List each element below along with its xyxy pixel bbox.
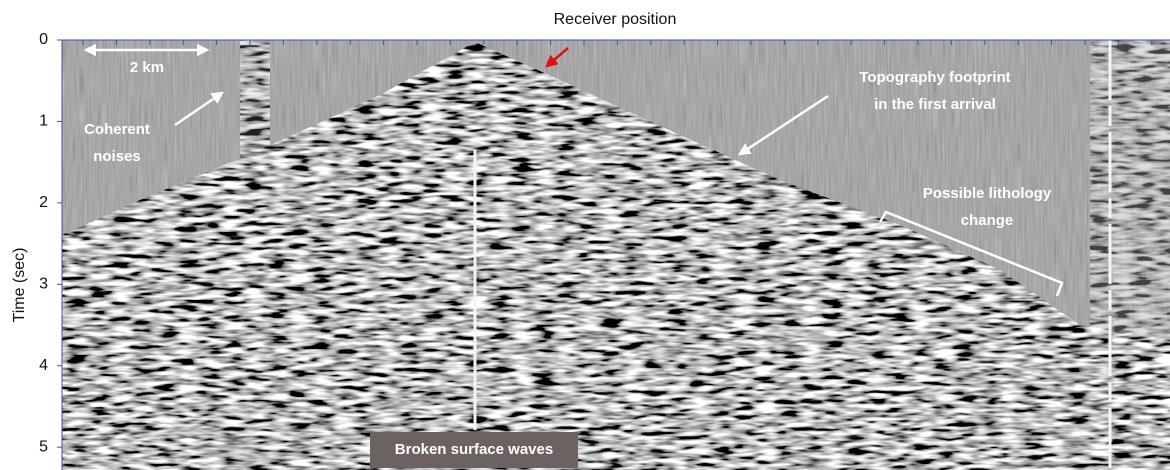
axes	[61, 39, 1170, 470]
annotation: 2 km	[130, 59, 164, 76]
annotation: Possible lithology	[923, 185, 1052, 202]
annotation: noises	[93, 148, 141, 165]
annotation: Broken surface waves	[395, 441, 553, 458]
y-tick-label: 3	[39, 276, 48, 293]
top-ticks	[82, 40, 1153, 45]
y-tick-label: 0	[39, 31, 48, 48]
seismic-image	[62, 40, 1170, 470]
y-tick-label: 4	[39, 357, 48, 374]
x-axis-label: Receiver position	[554, 11, 677, 28]
y-tick-label: 5	[39, 438, 48, 455]
annotation: in the first arrival	[874, 96, 996, 113]
y-axis-label: Time (sec)	[11, 248, 28, 323]
y-tick-label: 2	[39, 194, 48, 211]
y-tick-label: 1	[39, 113, 48, 130]
annotation-arrows	[83, 43, 1064, 297]
annotation-box	[370, 432, 578, 468]
annotation: Topography footprint	[859, 69, 1010, 86]
annotation: Coherent	[84, 121, 150, 138]
annotation: change	[961, 212, 1014, 229]
